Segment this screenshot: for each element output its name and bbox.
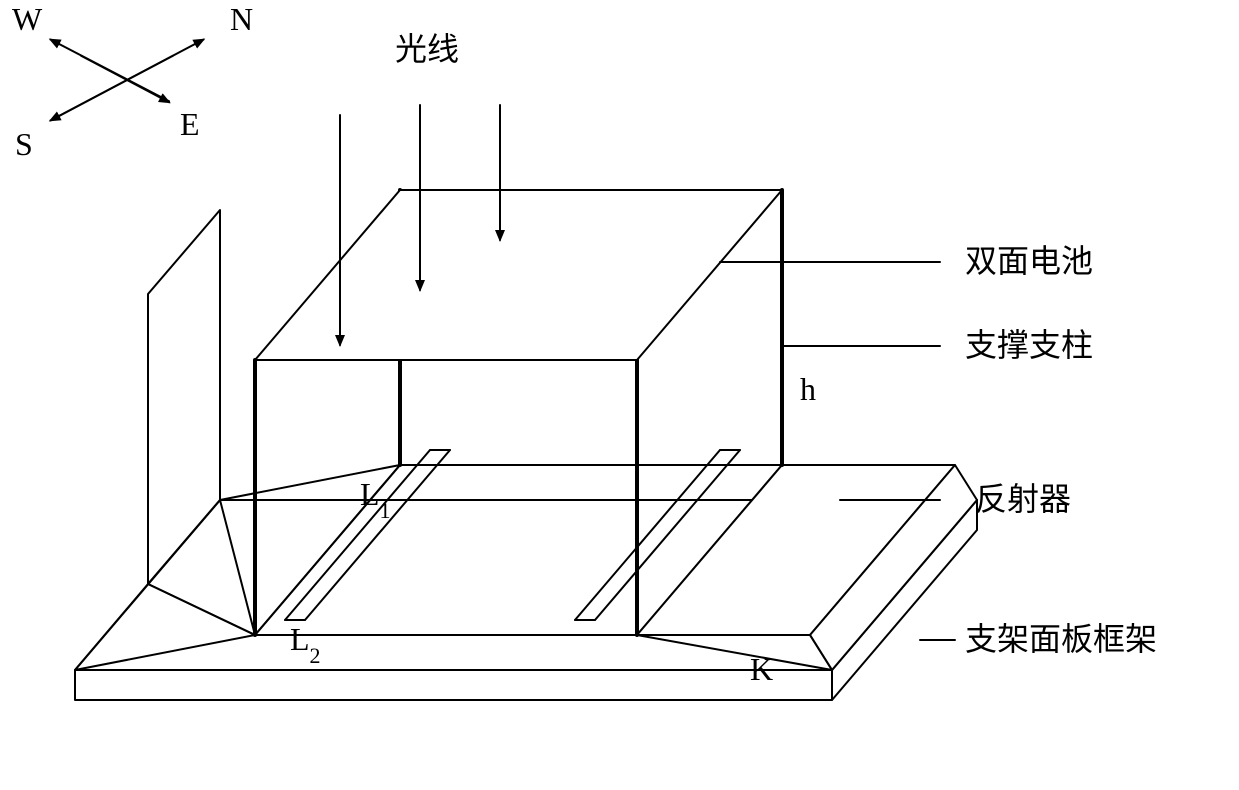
reflector-right-endcap <box>637 635 832 670</box>
compass-arrow-w <box>51 40 170 102</box>
callout-support_pillar: 支撑支柱 <box>965 327 1093 363</box>
reflector-left-fold <box>220 500 255 635</box>
callout-frame: 支架面板框架 <box>965 621 1157 657</box>
light-label: 光线 <box>395 31 459 67</box>
compass-label-s: S <box>15 126 33 162</box>
compass-label-w: W <box>12 1 43 37</box>
callout-reflector: 反射器 <box>975 481 1071 517</box>
reflector-left-outer <box>148 210 220 584</box>
compass-label-e: E <box>180 106 200 142</box>
dim-L2: L2 <box>290 621 321 668</box>
inner-stripe-0 <box>285 450 430 620</box>
dim-h: h <box>800 371 816 407</box>
base-front <box>75 670 832 700</box>
callout-bifacial_cell: 双面电池 <box>965 243 1093 279</box>
dim-K: K <box>750 651 773 687</box>
reflector-left-end-tri <box>75 584 255 670</box>
compass-label-n: N <box>230 1 253 37</box>
bifacial-panel <box>255 190 782 360</box>
compass-arrow-s <box>51 56 173 121</box>
